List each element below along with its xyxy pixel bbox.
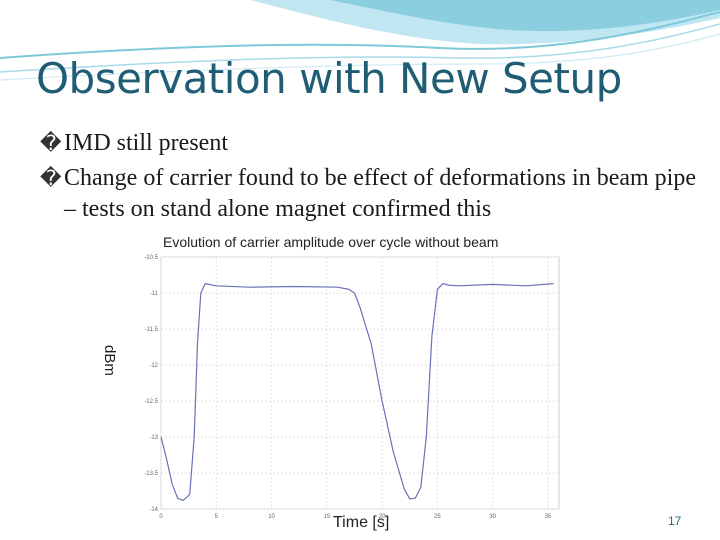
bullet-icon: � xyxy=(40,166,62,190)
x-tick-label: 30 xyxy=(489,514,496,520)
y-tick-label: -13.5 xyxy=(144,471,158,477)
x-tick-label: 25 xyxy=(434,514,441,520)
y-tick-labels: -10.5 -11 -11.5 -12 -12.5 -13 -13.5 -14 xyxy=(144,255,158,513)
y-tick-label: -12 xyxy=(149,363,158,369)
carrier-amplitude-chart: -10.5 -11 -11.5 -12 -12.5 -13 -13.5 -14 0 5 10 15 2… xyxy=(144,254,563,522)
bullet-icon: � xyxy=(40,131,62,155)
x-tick-label: 0 xyxy=(159,514,163,520)
bullet-item: � IMD still present xyxy=(40,128,700,159)
y-tick-label: -14 xyxy=(149,507,158,513)
x-tick-label: 20 xyxy=(379,514,386,520)
slide-title: Observation with New Setup xyxy=(36,54,622,103)
carrier-amplitude-line xyxy=(160,283,554,501)
x-tick-label: 35 xyxy=(545,514,552,520)
y-tick-label: -10.5 xyxy=(144,255,158,261)
page-number: 17 xyxy=(668,514,682,528)
x-tick-label: 10 xyxy=(268,514,275,520)
bullet-item: � Change of carrier found to be effect o… xyxy=(40,163,700,225)
bullet-text: IMD still present xyxy=(64,130,228,156)
bullet-text: Change of carrier found to be effect of … xyxy=(64,165,696,222)
x-tick-label: 15 xyxy=(323,514,330,520)
y-tick-label: -13 xyxy=(149,435,158,441)
chart-title: Evolution of carrier amplitude over cycl… xyxy=(163,234,499,250)
y-tick-label: -11 xyxy=(150,291,159,297)
y-axis-label: dBm xyxy=(101,345,118,376)
bullet-list: � IMD still present � Change of carrier … xyxy=(40,128,700,229)
y-tick-label: -12.5 xyxy=(144,399,158,405)
x-tick-labels: 0 5 10 15 20 25 30 35 xyxy=(159,514,552,520)
chart-series xyxy=(160,283,554,501)
y-tick-label: -11.5 xyxy=(145,327,159,333)
x-tick-label: 5 xyxy=(215,514,219,520)
chart-grid xyxy=(160,256,559,510)
header-wave-decoration xyxy=(0,0,720,81)
x-axis-label: Time [s] xyxy=(333,514,390,531)
